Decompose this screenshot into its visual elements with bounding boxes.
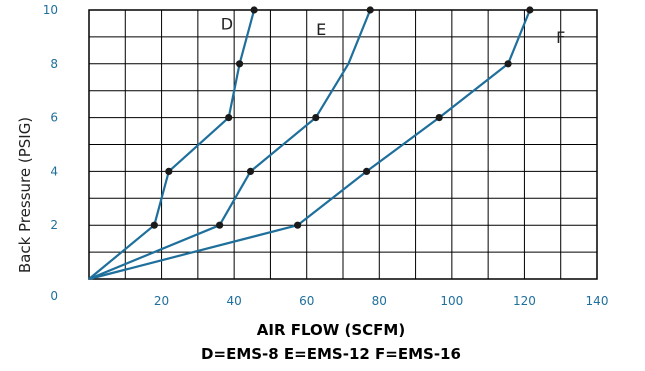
x-tick-label: 120 xyxy=(513,294,536,308)
y-tick-label: 8 xyxy=(50,57,58,71)
series-label-f: F xyxy=(556,28,565,47)
y-tick-label: 2 xyxy=(50,218,58,232)
y-axis-label: Back Pressure (PSIG) xyxy=(16,117,34,273)
y-tick-label: 6 xyxy=(50,111,58,125)
series-line-f xyxy=(88,9,531,281)
data-point-e xyxy=(216,221,224,229)
data-point-d xyxy=(150,221,158,229)
series-label-d: D xyxy=(221,14,233,33)
y-tick-label: 0 xyxy=(50,289,58,303)
data-point-f xyxy=(362,167,371,175)
plot-frame xyxy=(88,9,598,280)
series-labels: D E F xyxy=(221,14,566,46)
grid-lines xyxy=(88,9,598,280)
data-point-e xyxy=(366,6,374,14)
series-line-e xyxy=(88,9,372,281)
x-tick-label: 140 xyxy=(586,294,609,308)
x-tick-labels: 20 40 60 80 100 120 140 xyxy=(154,294,609,308)
y-tick-labels: 0 2 4 6 8 10 xyxy=(43,3,58,303)
data-point-d xyxy=(225,114,233,122)
data-point-f xyxy=(526,6,534,14)
x-tick-label: 60 xyxy=(299,294,314,308)
x-axis-label: AIR FLOW (SCFM) xyxy=(257,321,405,339)
series-label-e: E xyxy=(316,20,326,39)
y-tick-label: 10 xyxy=(43,3,58,17)
x-tick-label: 80 xyxy=(372,294,387,308)
x-tick-label: 20 xyxy=(154,294,169,308)
data-point-f xyxy=(294,221,302,229)
data-point-e xyxy=(312,114,320,122)
data-point-d xyxy=(250,6,258,14)
x-tick-label: 100 xyxy=(440,294,463,308)
data-point-f xyxy=(504,60,512,68)
chart-subtitle: D=EMS-8 E=EMS-12 F=EMS-16 xyxy=(201,345,461,363)
data-point-d xyxy=(165,167,173,175)
markers-group xyxy=(150,6,534,229)
data-point-f xyxy=(435,114,443,122)
y-tick-label: 4 xyxy=(50,164,58,178)
x-tick-label: 40 xyxy=(227,294,242,308)
data-point-d xyxy=(235,60,244,68)
data-point-e xyxy=(246,167,255,175)
series-line-d xyxy=(88,9,256,280)
series-group xyxy=(88,9,531,281)
